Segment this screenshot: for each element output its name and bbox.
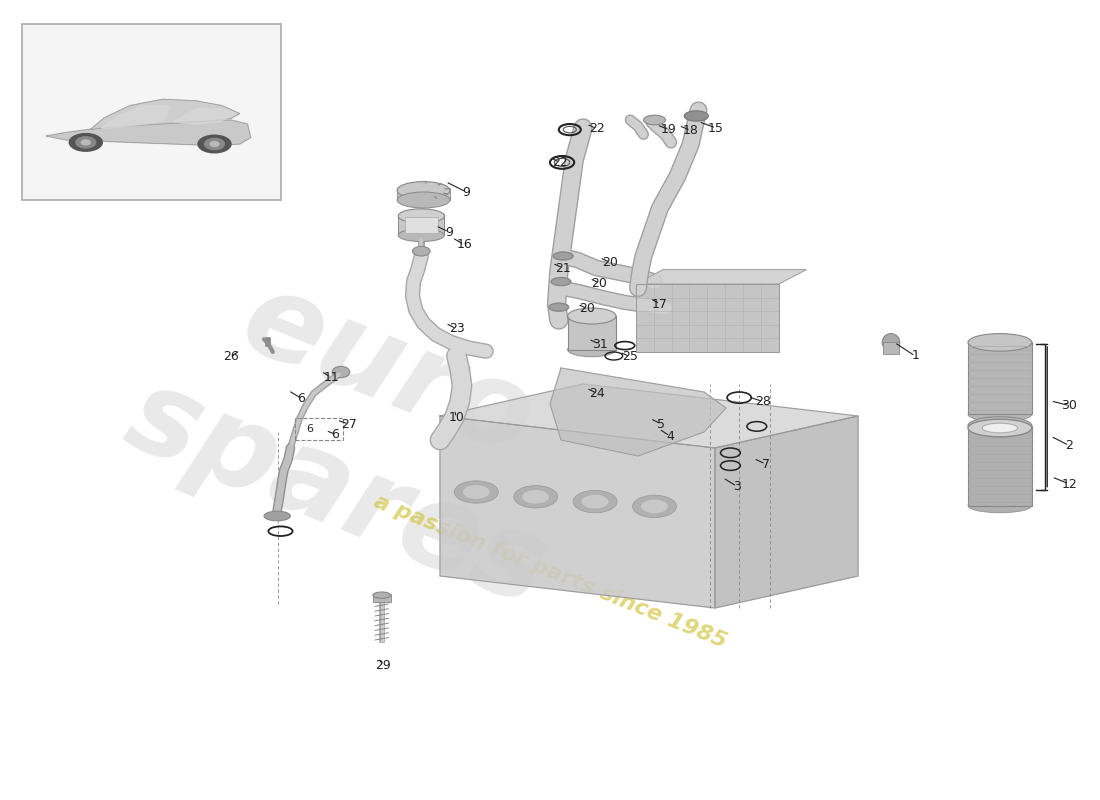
Ellipse shape [968, 334, 1032, 351]
Ellipse shape [644, 115, 666, 125]
Text: 20: 20 [580, 302, 595, 315]
Text: 23: 23 [449, 322, 464, 335]
Polygon shape [550, 368, 726, 456]
Bar [397, 188, 450, 200]
Ellipse shape [373, 592, 390, 598]
Ellipse shape [521, 490, 549, 504]
Polygon shape [90, 99, 240, 130]
Ellipse shape [397, 182, 450, 199]
Ellipse shape [514, 486, 558, 508]
Ellipse shape [632, 495, 676, 518]
Text: 31: 31 [592, 338, 607, 350]
Ellipse shape [568, 342, 616, 357]
Text: 24: 24 [590, 387, 605, 400]
Ellipse shape [553, 252, 573, 260]
Bar [883, 342, 899, 354]
Ellipse shape [454, 481, 498, 503]
Ellipse shape [968, 417, 1032, 434]
Ellipse shape [397, 192, 450, 208]
Ellipse shape [573, 490, 617, 513]
Text: 11: 11 [323, 371, 339, 384]
Text: 20: 20 [603, 256, 618, 269]
Ellipse shape [81, 140, 90, 145]
Text: 5: 5 [657, 418, 665, 430]
Text: 27: 27 [341, 418, 356, 430]
Polygon shape [101, 106, 170, 129]
Text: 10: 10 [449, 411, 464, 424]
Ellipse shape [982, 423, 1018, 433]
Ellipse shape [684, 110, 708, 122]
Text: a passion for parts since 1985: a passion for parts since 1985 [371, 492, 729, 652]
Bar [22, 24, 280, 200]
Ellipse shape [398, 209, 444, 223]
Bar [636, 284, 779, 352]
Ellipse shape [398, 229, 444, 242]
Ellipse shape [198, 135, 231, 153]
Text: 29: 29 [375, 659, 390, 672]
Text: 18: 18 [683, 124, 698, 137]
Ellipse shape [968, 419, 1032, 437]
Text: 15: 15 [708, 122, 724, 134]
Ellipse shape [568, 308, 616, 324]
Text: 1: 1 [911, 350, 920, 362]
Polygon shape [46, 120, 251, 146]
Ellipse shape [968, 498, 1032, 513]
Bar [295, 418, 343, 440]
Polygon shape [440, 416, 715, 608]
Ellipse shape [968, 407, 1032, 422]
Ellipse shape [640, 499, 669, 514]
Ellipse shape [581, 494, 609, 509]
Ellipse shape [412, 246, 430, 256]
Text: 28: 28 [756, 395, 771, 408]
Bar [636, 284, 779, 352]
Text: 4: 4 [666, 430, 674, 442]
Ellipse shape [551, 278, 571, 286]
Text: 9: 9 [462, 186, 471, 198]
Ellipse shape [462, 485, 491, 499]
Polygon shape [636, 270, 806, 284]
Text: 22: 22 [552, 156, 568, 169]
Text: 16: 16 [456, 238, 472, 251]
Text: 22: 22 [590, 122, 605, 135]
Text: 21: 21 [556, 262, 571, 274]
Ellipse shape [76, 137, 96, 148]
Bar [968, 426, 1032, 506]
Text: 25: 25 [623, 350, 638, 363]
Text: euro
spares: euro spares [111, 234, 615, 630]
Ellipse shape [332, 366, 350, 378]
Ellipse shape [205, 138, 224, 150]
Polygon shape [174, 109, 236, 124]
Text: 9: 9 [444, 226, 453, 238]
Text: 12: 12 [1062, 478, 1077, 490]
Text: 6: 6 [331, 428, 340, 441]
Text: 3: 3 [733, 480, 741, 493]
Text: 17: 17 [652, 298, 668, 310]
Ellipse shape [549, 303, 569, 311]
Polygon shape [440, 384, 858, 448]
Bar [568, 316, 616, 350]
Ellipse shape [264, 511, 290, 521]
Ellipse shape [882, 334, 900, 351]
Bar [405, 217, 438, 233]
Bar [968, 342, 1032, 414]
Ellipse shape [210, 142, 219, 146]
Polygon shape [715, 416, 858, 608]
Bar [398, 214, 444, 235]
Text: 19: 19 [661, 123, 676, 136]
Text: 20: 20 [592, 277, 607, 290]
Text: 7: 7 [761, 458, 770, 470]
Bar [373, 594, 390, 602]
Ellipse shape [69, 134, 102, 151]
Text: 30: 30 [1062, 399, 1077, 412]
Text: 2: 2 [1065, 439, 1074, 452]
Text: 6: 6 [297, 392, 306, 405]
Text: 6: 6 [307, 424, 314, 434]
Text: 26: 26 [223, 350, 239, 363]
